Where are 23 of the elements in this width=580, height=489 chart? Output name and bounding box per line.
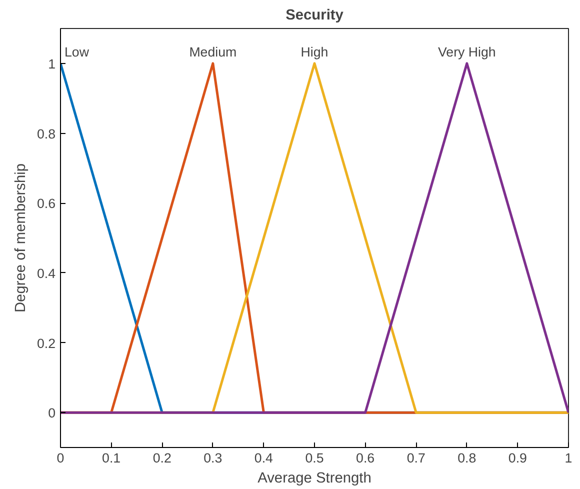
x-axis-title: Average Strength [258,470,372,486]
x-tick-label: 0.1 [102,450,121,466]
series-label: High [300,44,328,60]
x-tick-label: 0.9 [508,450,527,466]
x-tick-label: 0.3 [204,450,222,466]
series-label: Medium [189,44,237,60]
x-tick-label: 0.7 [406,450,426,466]
y-axis-title: Degree of membership [12,163,29,313]
y-tick-label: 0.6 [36,196,56,212]
y-tick-label: 0 [48,406,56,421]
x-tick-label: 0.4 [254,450,274,466]
y-tick-label: 0.4 [36,266,56,281]
y-tick-label: 0.2 [36,336,56,351]
x-tick-label: 0.5 [305,450,324,466]
x-tick-label: 1 [564,450,572,466]
series-label: Very High [438,44,496,60]
chart-title: Security [286,8,344,24]
series-label: Low [64,44,90,60]
y-tick-label: 0.8 [36,126,56,142]
x-tick-label: 0.2 [152,450,172,466]
x-tick-label: 0.6 [356,450,375,466]
y-tick-label: 1 [48,56,56,72]
x-tick-label: 0.8 [458,450,476,466]
